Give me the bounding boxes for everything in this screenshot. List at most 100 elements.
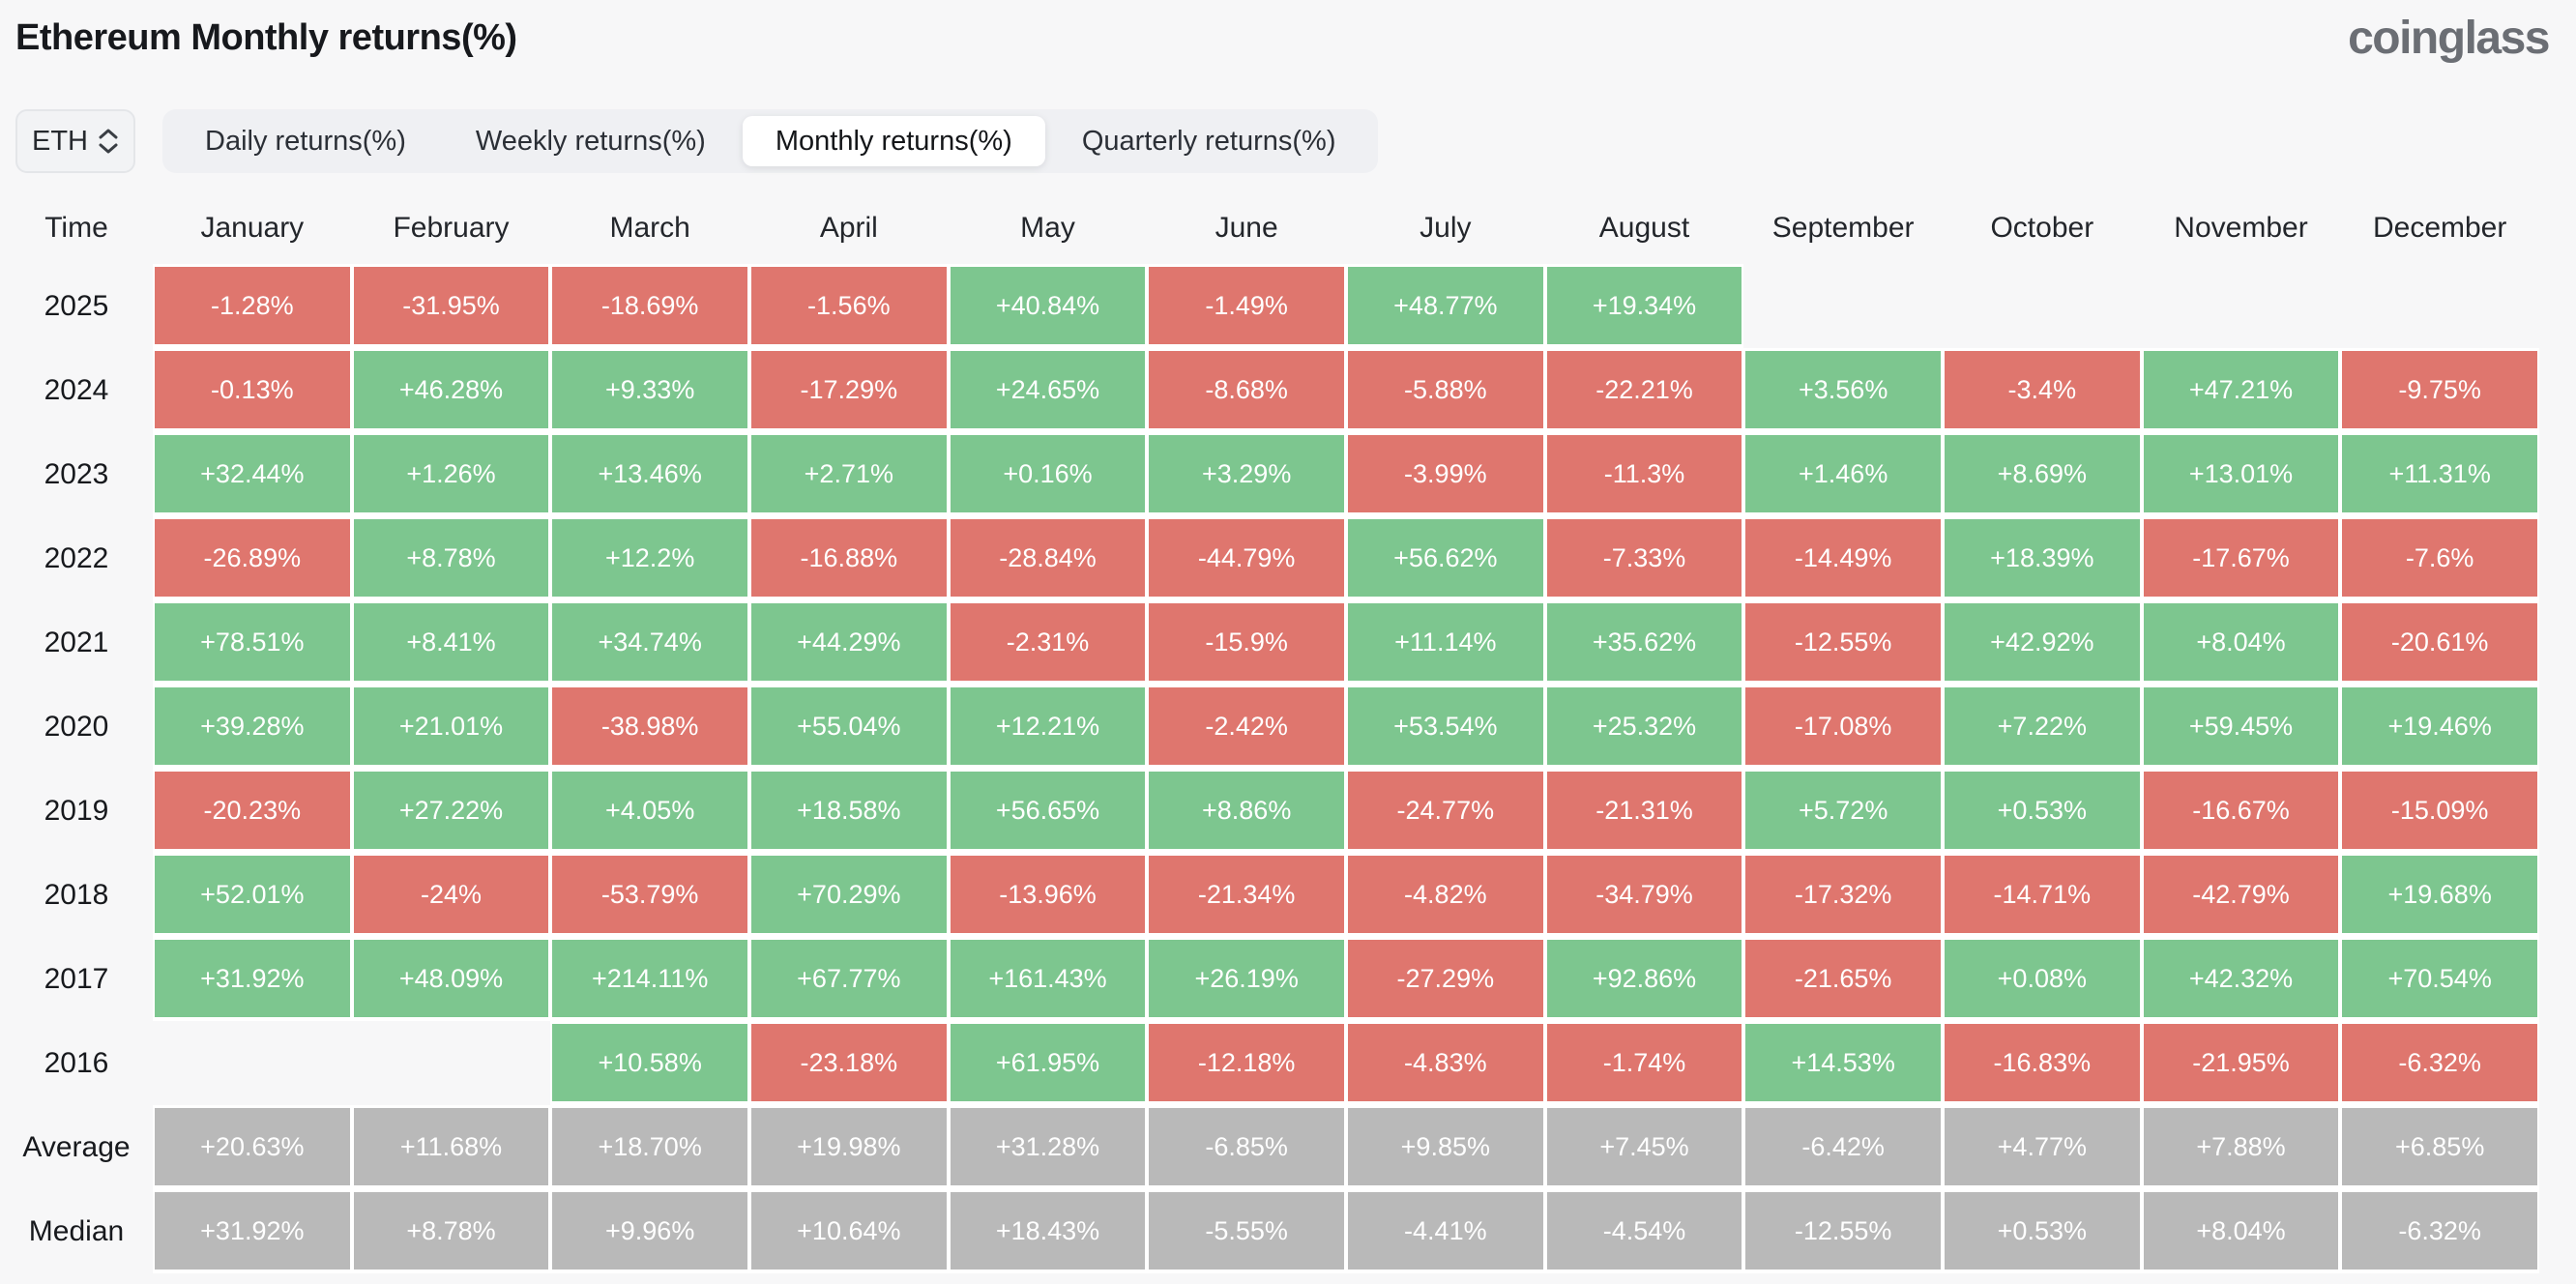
column-header: June	[1215, 212, 1278, 244]
row-label: 2023	[44, 457, 109, 490]
return-cell: +10.58%	[550, 1021, 749, 1105]
return-cell: +18.70%	[550, 1105, 749, 1189]
return-cell: +40.84%	[948, 264, 1148, 348]
return-cell: -7.6%	[2340, 516, 2539, 600]
return-cell: -34.79%	[1544, 853, 1744, 937]
return-cell: +0.53%	[1943, 1189, 2142, 1273]
row-label: Average	[22, 1130, 131, 1163]
return-cell: +52.01%	[153, 853, 352, 937]
row-label: 2016	[44, 1046, 109, 1079]
return-cell: -28.84%	[948, 516, 1148, 600]
return-cell: -8.68%	[1147, 348, 1346, 432]
return-cell: +8.69%	[1943, 432, 2142, 516]
return-cell: +31.28%	[948, 1105, 1148, 1189]
return-cell: +19.98%	[749, 1105, 949, 1189]
return-cell: +21.01%	[351, 685, 551, 769]
return-cell: -22.21%	[1544, 348, 1744, 432]
empty-cell	[1943, 264, 2142, 348]
return-cell: -6.32%	[2340, 1189, 2539, 1273]
monthly-returns-table: Time January February March April May June July…	[0, 192, 2539, 1273]
return-cell: -4.83%	[1346, 1021, 1545, 1105]
return-cell: +11.68%	[351, 1105, 551, 1189]
return-cell: +13.46%	[550, 432, 749, 516]
return-cell: +2.71%	[749, 432, 949, 516]
empty-cell	[153, 1021, 352, 1105]
return-cell: +18.43%	[948, 1189, 1148, 1273]
return-cell: -11.3%	[1544, 432, 1744, 516]
return-cell: -0.13%	[153, 348, 352, 432]
return-cell: +8.04%	[2141, 1189, 2341, 1273]
return-cell: +59.45%	[2141, 685, 2341, 769]
return-cell: -18.69%	[550, 264, 749, 348]
column-header: January	[200, 212, 305, 244]
tab-daily-returns[interactable]: Daily returns(%)	[205, 126, 406, 157]
return-cell: -5.88%	[1346, 348, 1545, 432]
tab-weekly-returns[interactable]: Weekly returns(%)	[475, 126, 706, 157]
return-cell: +8.78%	[351, 1189, 551, 1273]
empty-cell	[2142, 264, 2341, 348]
return-cell: -53.79%	[550, 853, 749, 937]
return-cell: +56.62%	[1346, 516, 1545, 600]
column-header: August	[1598, 212, 1690, 244]
return-cell: +53.54%	[1346, 685, 1545, 769]
return-cell: -17.29%	[749, 348, 949, 432]
return-cell: +0.08%	[1943, 937, 2142, 1021]
return-cell: +3.56%	[1743, 348, 1943, 432]
return-cell: +14.53%	[1743, 1021, 1943, 1105]
return-cell: +0.16%	[948, 432, 1148, 516]
return-cell: +9.85%	[1346, 1105, 1545, 1189]
return-cell: -21.65%	[1743, 937, 1943, 1021]
return-cell: +12.21%	[948, 685, 1148, 769]
return-cell: +24.65%	[948, 348, 1148, 432]
tab-monthly-returns[interactable]: Monthly returns(%)	[742, 116, 1045, 166]
coinglass-logo: coinglass	[2348, 13, 2550, 64]
return-cell: -23.18%	[749, 1021, 949, 1105]
return-cell: +4.77%	[1943, 1105, 2142, 1189]
return-cell: +10.64%	[749, 1189, 949, 1273]
return-cell: -42.79%	[2141, 853, 2341, 937]
page-title: Ethereum Monthly returns(%)	[15, 17, 517, 58]
return-cell: +70.29%	[749, 853, 949, 937]
return-cell: +13.01%	[2141, 432, 2341, 516]
return-cell: +6.85%	[2340, 1105, 2539, 1189]
return-cell: +31.92%	[153, 1189, 352, 1273]
column-header: March	[609, 212, 690, 244]
symbol-select-value: ETH	[32, 125, 88, 157]
return-cell: +8.41%	[351, 600, 551, 685]
return-cell: +56.65%	[948, 769, 1148, 853]
return-cell: -1.74%	[1544, 1021, 1744, 1105]
return-cell: +4.05%	[550, 769, 749, 853]
return-cell: +12.2%	[550, 516, 749, 600]
row-label: 2024	[44, 373, 109, 406]
column-header: November	[2174, 212, 2308, 244]
return-cell: -1.49%	[1147, 264, 1346, 348]
symbol-select[interactable]: ETH	[15, 109, 135, 173]
row-label: Median	[28, 1214, 125, 1247]
return-cell: +47.21%	[2141, 348, 2341, 432]
return-cell: +18.39%	[1943, 516, 2142, 600]
return-cell: +11.14%	[1346, 600, 1545, 685]
return-cell: -15.09%	[2340, 769, 2539, 853]
return-cell: +0.53%	[1943, 769, 2142, 853]
return-cell: -27.29%	[1346, 937, 1545, 1021]
return-cell: +46.28%	[351, 348, 551, 432]
return-cell: +78.51%	[153, 600, 352, 685]
tab-quarterly-returns[interactable]: Quarterly returns(%)	[1081, 126, 1336, 157]
return-cell: +27.22%	[351, 769, 551, 853]
return-cell: -5.55%	[1147, 1189, 1346, 1273]
return-cell: +1.26%	[351, 432, 551, 516]
return-cell: -2.31%	[948, 600, 1148, 685]
row-label: 2021	[44, 626, 109, 658]
return-cell: -4.82%	[1346, 853, 1545, 937]
return-cell: +39.28%	[153, 685, 352, 769]
return-cell: -44.79%	[1147, 516, 1346, 600]
return-cell: -16.88%	[749, 516, 949, 600]
return-cell: +42.32%	[2141, 937, 2341, 1021]
return-cell: -12.18%	[1147, 1021, 1346, 1105]
return-cell: +18.58%	[749, 769, 949, 853]
return-cell: -6.32%	[2340, 1021, 2539, 1105]
return-cell: -21.31%	[1544, 769, 1744, 853]
return-cell: -20.61%	[2340, 600, 2539, 685]
row-label: 2019	[44, 794, 109, 827]
return-cell: +7.45%	[1544, 1105, 1744, 1189]
